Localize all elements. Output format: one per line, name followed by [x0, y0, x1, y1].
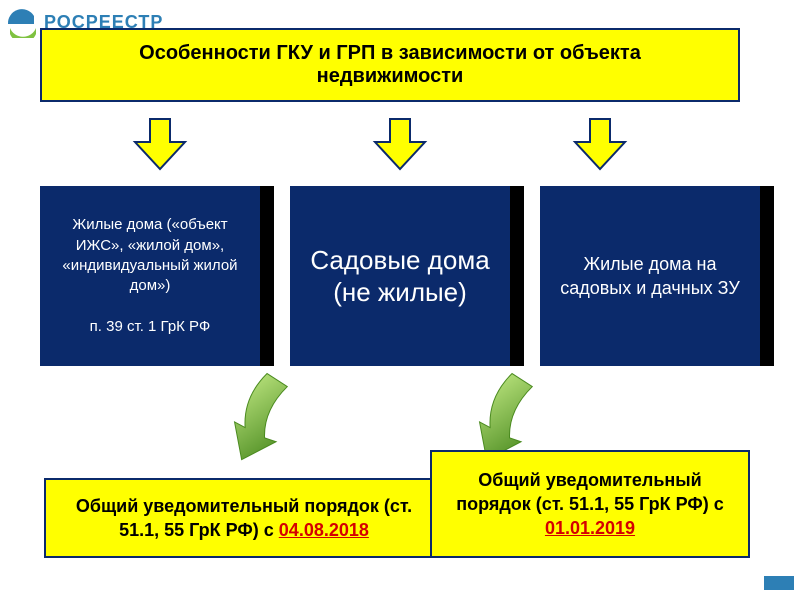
arrow-down-icon	[130, 114, 190, 174]
card-text: Садовые дома (не жилые)	[300, 244, 500, 309]
card-res-houses: Жилые дома («объект ИЖС», «жилой дом», «…	[40, 186, 260, 366]
order2-card: Общий уведомительный порядок (ст. 51.1, …	[430, 450, 750, 558]
card-garden-res: Жилые дома на садовых и дачных ЗУ	[540, 186, 760, 366]
order1-card: Общий уведомительный порядок (ст. 51.1, …	[44, 478, 444, 558]
order1-text: Общий уведомительный порядок (ст. 51.1, …	[60, 494, 428, 543]
card-text: Жилые дома («объект ИЖС», «жилой дом», «…	[50, 215, 250, 337]
card-text: Жилые дома на садовых и дачных ЗУ	[550, 252, 750, 301]
order1-date: 04.08.2018	[279, 520, 369, 540]
order2-before: Общий уведомительный порядок (ст. 51.1, …	[456, 470, 724, 514]
arrow-down-icon	[570, 114, 630, 174]
rosreestr-logo-icon	[6, 6, 38, 38]
title-card: Особенности ГКУ и ГРП в зависимости от о…	[40, 28, 740, 102]
green-arrow-icon	[206, 357, 324, 483]
card-garden-non-res: Садовые дома (не жилые)	[290, 186, 510, 366]
title-text: Особенности ГКУ и ГРП в зависимости от о…	[72, 42, 708, 88]
order2-text: Общий уведомительный порядок (ст. 51.1, …	[446, 468, 734, 541]
decor-stripe	[764, 576, 794, 590]
order2-date: 01.01.2019	[545, 518, 635, 538]
arrow-down-icon	[370, 114, 430, 174]
